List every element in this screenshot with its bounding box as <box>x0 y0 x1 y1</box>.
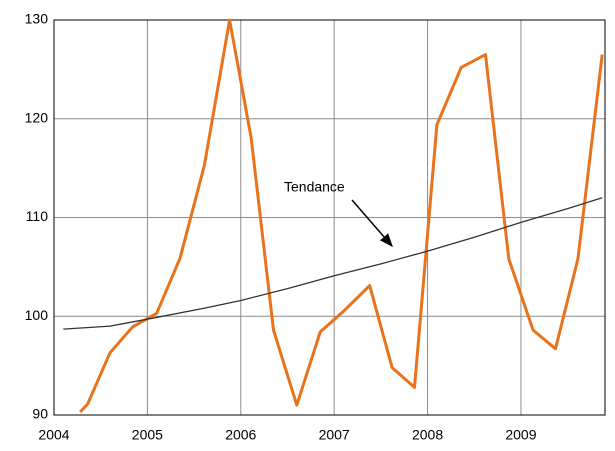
plot-frame <box>53 19 606 416</box>
x-tick-label: 2006 <box>225 427 256 443</box>
x-tick-label: 2004 <box>38 427 69 443</box>
x-tick-label: 2009 <box>505 427 536 443</box>
y-tick-label: 120 <box>25 109 49 125</box>
series-line <box>79 18 604 414</box>
x-tick-label: 2008 <box>412 427 443 443</box>
y-tick-label: 100 <box>25 307 49 323</box>
series-line <box>63 197 603 330</box>
y-tick-label: 90 <box>32 406 48 422</box>
annotation: Tendance <box>284 179 345 195</box>
y-tick-label: 130 <box>25 11 49 27</box>
x-tick-label: 2005 <box>132 427 163 443</box>
y-tick-label: 110 <box>26 208 49 224</box>
annotation-arrow <box>351 199 393 248</box>
x-tick-label: 2007 <box>319 427 350 443</box>
